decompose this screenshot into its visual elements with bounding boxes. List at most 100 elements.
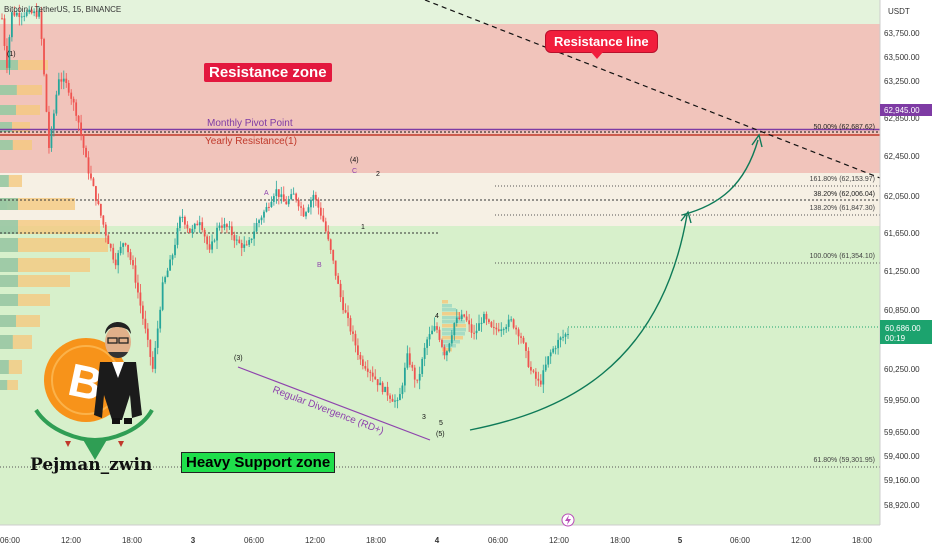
- y-tick-label: 62,850.00: [884, 114, 920, 123]
- wave-label: (5): [436, 431, 445, 438]
- candle: [450, 335, 453, 344]
- candle: [156, 328, 159, 348]
- candle: [473, 332, 475, 334]
- candle: [520, 336, 522, 338]
- volume-bar: [442, 348, 452, 352]
- candle: [512, 319, 515, 328]
- candle: [510, 319, 513, 321]
- x-tick-label: 4: [435, 536, 440, 545]
- y-tick-label: 60,850.00: [884, 306, 920, 315]
- candle: [314, 194, 317, 200]
- y-tick-label: 63,500.00: [884, 53, 920, 62]
- candle: [265, 206, 268, 212]
- candle: [428, 334, 431, 340]
- candle: [334, 260, 337, 276]
- candle: [18, 12, 21, 17]
- candle: [171, 255, 174, 260]
- candle: [277, 189, 280, 198]
- divergence-line: [237, 366, 431, 441]
- y-tick-label: 62,450.00: [884, 152, 920, 161]
- candle: [33, 11, 36, 14]
- character-icon: [94, 322, 142, 424]
- candle: [280, 194, 283, 198]
- candle: [552, 348, 555, 353]
- volume-bar: [0, 140, 32, 150]
- symbol-title: Bitcoin / TetherUS, 15, BINANCE: [4, 5, 122, 14]
- candle: [92, 178, 95, 187]
- candle: [43, 38, 45, 75]
- candle: [381, 382, 384, 392]
- x-tick-label: 18:00: [610, 536, 631, 545]
- candle: [436, 326, 438, 330]
- y-tick-label: 61,250.00: [884, 267, 920, 276]
- y-tick-label: 59,400.00: [884, 452, 920, 461]
- candle: [263, 211, 265, 218]
- candle: [62, 78, 65, 82]
- candle: [20, 16, 23, 18]
- time-axis[interactable]: [0, 525, 932, 550]
- candle: [65, 78, 68, 83]
- candle: [364, 366, 367, 369]
- candle: [67, 82, 70, 93]
- fib-label-100: 100.00% (61,354.10): [810, 253, 875, 260]
- candle: [23, 15, 26, 17]
- volume-bar: [0, 258, 90, 272]
- y-tick-label: 61,650.00: [884, 229, 920, 238]
- projection-arrow-1: [469, 214, 688, 431]
- candle: [357, 345, 359, 356]
- candle: [517, 329, 520, 337]
- candle: [117, 253, 120, 266]
- volume-bar: [0, 85, 42, 95]
- lightning-icon[interactable]: [561, 513, 575, 527]
- x-axis-ticks: 06:00 12:00 18:00 3 06:00 12:00 18:00 4 06:00 12:…: [0, 536, 873, 545]
- candle: [122, 243, 125, 247]
- resistance-zone: [0, 24, 880, 173]
- candle: [109, 243, 112, 248]
- candle: [102, 215, 105, 225]
- volume-bar: [442, 300, 448, 304]
- volume-bar-up: [0, 238, 18, 252]
- x-tick-label: 12:00: [791, 536, 812, 545]
- volume-bar: [0, 105, 40, 115]
- fib-label-38: 38.20% (62,006.04): [814, 191, 876, 198]
- candle: [245, 244, 248, 246]
- candle: [206, 236, 209, 245]
- volume-bar: [442, 312, 460, 316]
- candle: [379, 382, 382, 386]
- candle: [112, 247, 115, 260]
- candle: [374, 376, 377, 380]
- candle: [525, 342, 527, 351]
- candle: [352, 331, 354, 334]
- candle: [35, 11, 38, 17]
- candle: [324, 221, 327, 232]
- candle: [226, 224, 228, 228]
- candle: [369, 371, 372, 373]
- candle: [181, 216, 184, 218]
- candle: [470, 324, 473, 333]
- candle: [389, 395, 391, 399]
- candle: [275, 189, 278, 197]
- price-axis[interactable]: [880, 0, 932, 550]
- candle: [287, 199, 290, 205]
- y-tick-label: 58,920.00: [884, 501, 920, 510]
- candle: [394, 400, 396, 402]
- wave-label: 2: [376, 171, 380, 178]
- x-tick-label: 06:00: [488, 536, 509, 545]
- resistance-line-callout: Resistance line: [545, 30, 658, 59]
- y-tick-label: 59,650.00: [884, 428, 920, 437]
- candle: [233, 235, 236, 241]
- candle: [495, 327, 498, 330]
- candle: [272, 196, 275, 202]
- candle: [554, 348, 557, 350]
- candle: [30, 9, 33, 14]
- candle: [72, 98, 75, 103]
- candle: [13, 12, 16, 16]
- candle: [201, 222, 204, 230]
- candle: [159, 309, 162, 329]
- candle: [38, 10, 40, 17]
- candle: [6, 45, 8, 68]
- candle: [183, 216, 186, 225]
- candle: [564, 334, 567, 337]
- candle: [448, 343, 451, 352]
